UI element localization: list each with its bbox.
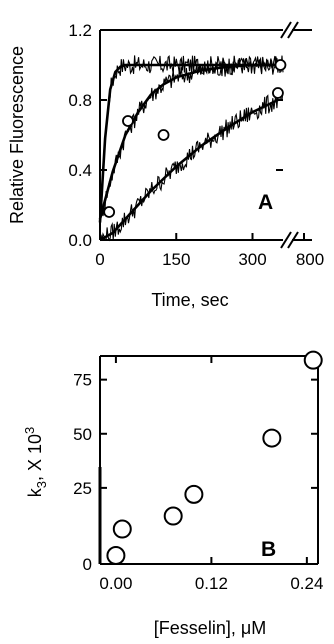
panel-b-y-tick-label: 0 (83, 555, 92, 574)
panel-a-fit-line (99, 98, 279, 242)
panel-a-break-mark-bottom-left (280, 231, 292, 249)
panel-a-marker (157, 129, 170, 141)
panel-b-x-tick-label: 0.24 (290, 574, 323, 593)
panel-b-letter: B (261, 538, 276, 561)
panel-a-y-tick-label: 1.2 (68, 21, 92, 40)
panel-a-marker (274, 59, 287, 71)
panel-a-x-tick-label: 0 (95, 250, 104, 269)
panel-b-y-axis-title-sub: 3 (34, 481, 49, 488)
panel-b-y-tick-label: 25 (73, 479, 92, 498)
panel-b-x-tick-label: 0.12 (195, 574, 228, 593)
panel-b-y-axis-title: k3, X 103 (22, 427, 49, 498)
panel-b-y-axis-title-rest: , X 10 (25, 434, 45, 481)
panel-a-fit-line (98, 63, 278, 223)
panel-b-point (262, 428, 282, 448)
panel-a-y-tick-label: 0.4 (68, 161, 92, 180)
panel-a-marker (103, 206, 116, 218)
panel-b-point (106, 546, 126, 566)
panel-b-y-tick-label: 75 (73, 371, 92, 390)
panel-b-x-axis-title: [Fesselin], μM (154, 618, 266, 638)
panel-a-y-tick-label: 0.0 (68, 231, 92, 250)
panel-b-point (112, 519, 132, 539)
panel-a-letter: A (258, 191, 273, 214)
panel-b-y-tick-label: 50 (73, 425, 92, 444)
panel-a-fit-line (98, 63, 278, 220)
panel-b-point (303, 350, 323, 370)
panel-a-break-mark-top-right (287, 21, 299, 39)
panel-a-x-tick-label: 150 (162, 250, 190, 269)
panel-a-raw-trace (99, 55, 284, 227)
panel-b-y-axis-title-k: k (25, 487, 45, 497)
panel-a-break-mark-bottom-right (287, 231, 299, 249)
panel-a-y-axis-title: Relative Fluorescence (7, 46, 27, 224)
panel-b-y-axis-title-exp: 3 (22, 427, 37, 434)
panel-b-point (163, 506, 183, 526)
panel-a-y-tick-label: 0.8 (68, 91, 92, 110)
panel-b-point (184, 484, 204, 504)
panel-a-marker (272, 87, 284, 99)
panel-a-break-mark-top-left (280, 21, 292, 39)
panel-a: 0.0 0.4 0.8 1.2 0 150 300 800 A Relative Fluor… (7, 21, 324, 310)
panel-a-x-axis-title: Time, sec (151, 290, 228, 310)
panel-a-x-tick-label: 300 (238, 250, 266, 269)
panel-a-x-tick-label: 800 (296, 250, 324, 269)
panel-b-x-tick-label: 0.00 (99, 574, 132, 593)
panel-a-marker (122, 115, 134, 127)
